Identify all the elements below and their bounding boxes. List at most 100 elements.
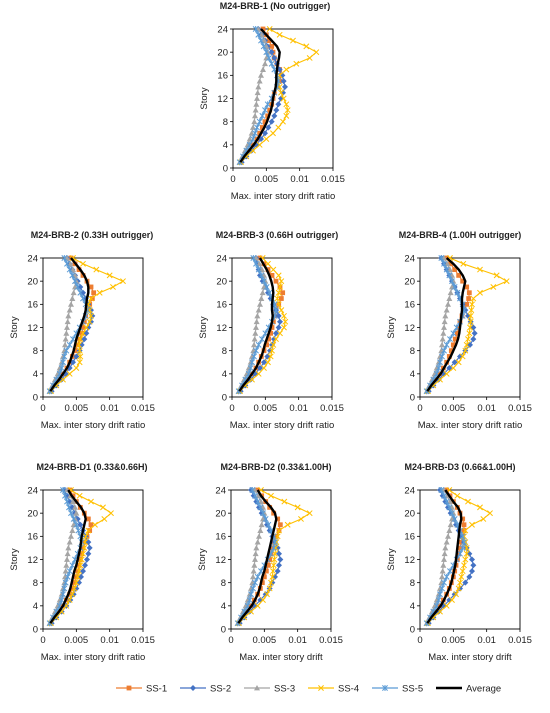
data-point [261,37,268,43]
data-point [450,365,457,371]
data-point [92,521,98,528]
data-point [61,585,68,592]
legend: SS-1 SS-2 SS-3 SS-4 SS-5 Average [116,684,501,695]
y-tick-label: 8 [33,346,38,357]
data-point [58,597,65,604]
data-point [266,336,272,342]
data-point [73,365,80,371]
data-point [80,545,86,551]
data-point [440,330,447,336]
data-point [66,504,72,511]
data-point [439,568,446,574]
x-tick-label: 0.015 [131,403,155,414]
y-tick-label: 16 [215,532,226,543]
data-point [260,510,266,517]
legend-marker [318,685,324,691]
y-tick-label: 24 [27,253,38,264]
data-point [261,574,267,580]
legend-label: SS-5 [402,684,423,695]
data-point [272,539,278,546]
series-average [49,257,90,392]
series-ss-3 [236,26,271,165]
x-tick-label: 0.015 [319,635,343,646]
data-point [78,556,85,563]
x-tick-label: 0.005 [252,635,276,646]
data-point [75,568,81,574]
data-point [303,43,310,50]
y-tick-label: 16 [27,300,38,311]
data-point [271,112,278,119]
data-point [67,260,74,267]
y-tick-label: 20 [404,276,415,287]
data-point [270,544,277,551]
data-point [466,290,472,296]
chart-panel-3: M24-BRB-3 (0.66H outrigger) 0 4 8 12 16 20 24 0 0… [198,230,344,431]
data-point [259,580,265,586]
data-point [263,49,270,56]
data-point [249,359,255,366]
series-ss-3 [46,255,80,394]
data-point [254,498,261,505]
data-point [251,353,257,360]
data-point [75,342,81,348]
y-tick-label: 12 [217,94,228,105]
data-point [462,556,469,563]
y-tick-label: 24 [217,24,228,35]
y-tick-label: 4 [221,601,226,612]
chart-panel-2: M24-BRB-2 (0.33H outrigger) 0 4 8 12 16 20 24 0 0… [9,230,155,431]
y-tick-label: 4 [33,601,38,612]
data-point [101,516,108,522]
data-point [264,342,270,348]
data-point [480,516,487,522]
x-axis-label: Max. inter story drift ratio [41,420,146,431]
data-point [61,255,68,261]
x-tick-label: 0 [230,174,235,185]
y-tick-label: 24 [404,485,415,496]
y-axis-label: Story [386,316,397,338]
data-point [76,492,83,499]
y-tick-label: 20 [404,508,415,519]
y-tick-label: 16 [27,532,38,543]
y-tick-label: 20 [217,47,228,58]
y-axis-label: Story [9,548,20,570]
y-tick-label: 4 [410,369,415,380]
data-point [269,573,276,580]
data-point [63,330,70,336]
data-point [76,568,82,575]
data-point [269,347,275,354]
data-point [470,295,477,302]
data-point [273,533,279,539]
x-tick-label: 0.015 [321,174,345,185]
data-point [277,556,284,563]
data-point [466,296,472,301]
data-point [269,545,275,551]
data-point [80,260,86,267]
series-ss-2 [48,487,93,627]
legend-item-ss-3: SS-3 [244,684,295,695]
y-tick-label: 12 [215,555,226,566]
data-point [69,562,76,569]
data-point [260,43,267,50]
data-point [84,556,90,563]
data-point [268,60,275,67]
data-point [68,533,74,539]
data-point [258,37,264,44]
y-tick-label: 20 [216,276,227,287]
legend-marker [126,685,132,691]
data-point [253,318,260,325]
data-point [64,573,71,580]
data-point [280,78,287,85]
data-point [273,107,280,114]
chart-title: M24-BRB-3 (0.66H outrigger) [216,230,339,240]
data-point [62,336,69,342]
x-tick-label: 0.005 [64,403,88,414]
data-point [77,353,84,360]
x-tick-label: 0.01 [477,635,496,646]
data-point [63,562,70,568]
data-point [275,516,281,522]
data-point [490,284,497,290]
data-point [120,278,126,285]
data-point [443,341,450,348]
data-point [268,118,275,125]
